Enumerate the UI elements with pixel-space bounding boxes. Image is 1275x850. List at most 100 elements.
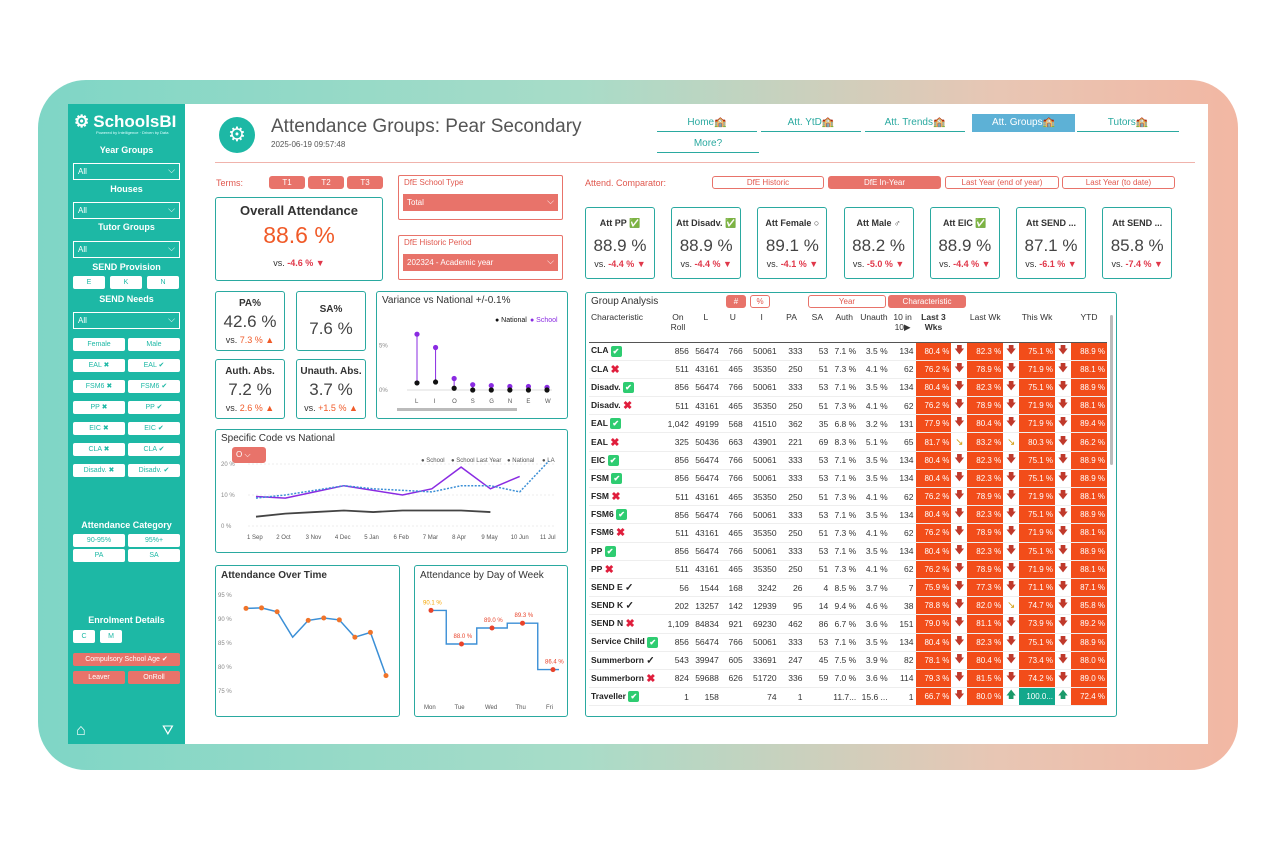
value-cell: 1 xyxy=(797,691,803,702)
leaver-button[interactable]: Leaver xyxy=(73,671,125,684)
year-groups-select[interactable]: All ⌵ xyxy=(73,163,180,180)
column-header[interactable] xyxy=(951,312,968,343)
tutor-groups-select[interactable]: All ⌵ xyxy=(73,241,180,258)
home-icon[interactable]: ⌂ xyxy=(76,722,86,739)
table-row[interactable]: CLA ✔ 856 56474 766 50061 333 53 7.1 % 3.5 % 134 8… xyxy=(589,342,1107,361)
column-header[interactable]: Last Wk xyxy=(967,312,1004,343)
chip-4-1[interactable]: EIC ✔ xyxy=(128,422,180,435)
table-row[interactable]: PP ✖ 511 43161 465 35350 250 51 7.3 % 4.1 % 62 76.… xyxy=(589,560,1107,579)
arrow-down-icon: 🡇 xyxy=(1057,562,1069,574)
send-k-button[interactable]: K xyxy=(110,276,142,289)
table-row[interactable]: Traveller ✔ 1 158 74 1 11.7... 15.6 ... 1 66.7 %… xyxy=(589,687,1107,706)
cat-sa-button[interactable]: SA xyxy=(128,549,180,562)
send-needs-select[interactable]: All ⌵ xyxy=(73,312,180,329)
toggle-percent[interactable]: % xyxy=(750,295,770,308)
column-header[interactable]: YTD xyxy=(1070,312,1107,343)
table-row[interactable]: PP ✔ 856 56474 766 50061 333 53 7.1 % 3.5 % 134 80… xyxy=(589,542,1107,561)
column-header[interactable] xyxy=(1055,312,1071,343)
table-row[interactable]: FSM ✔ 856 56474 766 50061 333 53 7.1 % 3.5 % 134 8… xyxy=(589,469,1107,488)
column-header[interactable]: SA xyxy=(804,312,831,343)
column-header[interactable]: Characteristic xyxy=(589,312,665,343)
table-row[interactable]: EAL ✖ 325 50436 663 43901 221 69 8.3 % 5.1 % 65 81… xyxy=(589,432,1107,452)
column-header[interactable]: PA xyxy=(778,312,805,343)
column-header[interactable]: Unauth xyxy=(858,312,890,343)
dropdown-value[interactable]: Total ⌵ xyxy=(403,194,558,211)
comparator-last-year-to-date[interactable]: Last Year (to date) xyxy=(1062,176,1175,189)
column-header[interactable]: Auth xyxy=(830,312,859,343)
column-header[interactable] xyxy=(1003,312,1020,343)
table-row[interactable]: Service Child ✔ 856 56474 766 50061 333 53 7.1 … xyxy=(589,633,1107,652)
cat-pa-button[interactable]: PA xyxy=(73,549,125,562)
nav-att-trends[interactable]: Att. Trends🏫 xyxy=(865,116,965,132)
cat-90-95-button[interactable]: 90-95% xyxy=(73,534,125,547)
chip-0-1[interactable]: Male xyxy=(128,338,180,351)
arrow-down-icon: 🡇 xyxy=(954,581,965,593)
houses-select[interactable]: All ⌵ xyxy=(73,202,180,219)
table-row[interactable]: EAL ✔ 1,042 49199 568 41510 362 35 6.8 % 3.2 % 13… xyxy=(589,414,1107,433)
comparator-dfe-in-year[interactable]: DfE In-Year xyxy=(828,176,941,189)
table-row[interactable]: EIC ✔ 856 56474 766 50061 333 53 7.1 % 3.5 % 134 8… xyxy=(589,451,1107,470)
filter-icon[interactable]: ⛛ xyxy=(162,722,174,738)
mode-characteristic[interactable]: Characteristic xyxy=(888,295,966,308)
chip-2-0[interactable]: FSM6 ✖ xyxy=(73,380,125,393)
nav-att-groups[interactable]: Att. Groups🏫 xyxy=(972,114,1075,132)
chip-2-1[interactable]: FSM6 ✔ xyxy=(128,380,180,393)
comparator-dfe-historic[interactable]: DfE Historic xyxy=(712,176,824,189)
table-row[interactable]: SEND N ✖ 1,109 84834 921 69230 462 86 6.7 % 3.6 … xyxy=(589,614,1107,633)
chip-1-0[interactable]: EAL ✖ xyxy=(73,359,125,372)
cat-95-plus-button[interactable]: 95%+ xyxy=(128,534,180,547)
mode-year[interactable]: Year xyxy=(808,295,886,308)
send-n-button[interactable]: N xyxy=(147,276,179,289)
table-row[interactable]: SEND E ✓ 56 1544 168 3242 26 4 8.5 % 3.7 % 7 75.9 … xyxy=(589,578,1107,597)
table-row[interactable]: SEND K ✓ 202 13257 142 12939 95 14 9.4 % 4.6 % 38… xyxy=(589,596,1107,615)
compulsory-school-age-button[interactable]: Compulsory School Age ✔ xyxy=(73,653,180,666)
comparator-last-year-end[interactable]: Last Year (end of year) xyxy=(945,176,1059,189)
table-row[interactable]: FSM6 ✔ 856 56474 766 50061 333 53 7.1 % 3.5 % 134… xyxy=(589,505,1107,524)
characteristic-cell: EAL ✔ xyxy=(589,415,665,433)
table-row[interactable]: Summerborn ✖ 824 59688 626 51720 336 59 7.0 % 3.… xyxy=(589,669,1107,688)
table-row[interactable]: FSM ✖ 511 43161 465 35350 250 51 7.3 % 4.1 % 62 76… xyxy=(589,487,1107,506)
send-e-button[interactable]: E xyxy=(73,276,105,289)
table-row[interactable]: Disadv. ✔ 856 56474 766 50061 333 53 7.1 % 3.5 %… xyxy=(589,378,1107,397)
table-scrollbar[interactable] xyxy=(1110,315,1113,465)
nav-tutors[interactable]: Tutors🏫 xyxy=(1077,116,1179,132)
table-row[interactable]: Summerborn ✓ 543 39947 605 33691 247 45 7.5 % 3.… xyxy=(589,651,1107,670)
chip-4-0[interactable]: EIC ✖ xyxy=(73,422,125,435)
chip-6-1[interactable]: Disadv. ✔ xyxy=(128,464,180,477)
column-header[interactable]: On Roll xyxy=(664,312,691,343)
table-row[interactable]: FSM6 ✖ 511 43161 465 35350 250 51 7.3 % 4.1 % 62 7… xyxy=(589,523,1107,543)
chip-1-1[interactable]: EAL ✔ xyxy=(128,359,180,372)
code-select[interactable]: O ⌵ xyxy=(232,447,266,463)
chip-3-1[interactable]: PP ✔ xyxy=(128,401,180,414)
column-header[interactable]: Last 3 Wks xyxy=(915,312,952,343)
table-row[interactable]: CLA ✖ 511 43161 465 35350 250 51 7.3 % 4.1 % 62 76… xyxy=(589,360,1107,379)
dropdown-value[interactable]: 202324 - Academic year ⌵ xyxy=(403,254,558,271)
column-header[interactable]: This Wk xyxy=(1019,312,1056,343)
value-cell: 325 xyxy=(674,437,689,448)
chip-5-0[interactable]: CLA ✖ xyxy=(73,443,125,456)
chip-6-0[interactable]: Disadv. ✖ xyxy=(73,464,125,477)
value-cell: 3.7 % xyxy=(865,582,888,593)
chip-3-0[interactable]: PP ✖ xyxy=(73,401,125,414)
value-cell: 41510 xyxy=(752,418,777,429)
onroll-button[interactable]: OnRoll xyxy=(128,671,180,684)
nav-more[interactable]: More? xyxy=(657,137,759,153)
dfe-school-type-dropdown[interactable]: DfE School Type Total ⌵ xyxy=(398,175,563,220)
column-header[interactable]: I xyxy=(744,312,779,343)
toggle-count[interactable]: # xyxy=(726,295,746,308)
column-header[interactable]: 10 in 10▶ xyxy=(889,312,916,343)
column-header[interactable]: L xyxy=(690,312,721,343)
chip-0-0[interactable]: Female xyxy=(73,338,125,351)
nav-home[interactable]: Home🏫 xyxy=(657,116,757,132)
table-row[interactable]: Disadv. ✖ 511 43161 465 35350 250 51 7.3 % 4.1 %… xyxy=(589,396,1107,415)
nav-att-ytd[interactable]: Att. YtD🏫 xyxy=(761,116,861,132)
enrol-m-button[interactable]: M xyxy=(100,630,122,643)
value-cell: 53 xyxy=(818,637,829,648)
column-header[interactable]: U xyxy=(720,312,745,343)
term-t2-button[interactable]: T2 xyxy=(308,176,344,189)
chip-5-1[interactable]: CLA ✔ xyxy=(128,443,180,456)
enrol-c-button[interactable]: C xyxy=(73,630,95,643)
term-t1-button[interactable]: T1 xyxy=(269,176,305,189)
dfe-historic-period-dropdown[interactable]: DfE Historic Period 202324 - Academic ye… xyxy=(398,235,563,280)
term-t3-button[interactable]: T3 xyxy=(347,176,383,189)
